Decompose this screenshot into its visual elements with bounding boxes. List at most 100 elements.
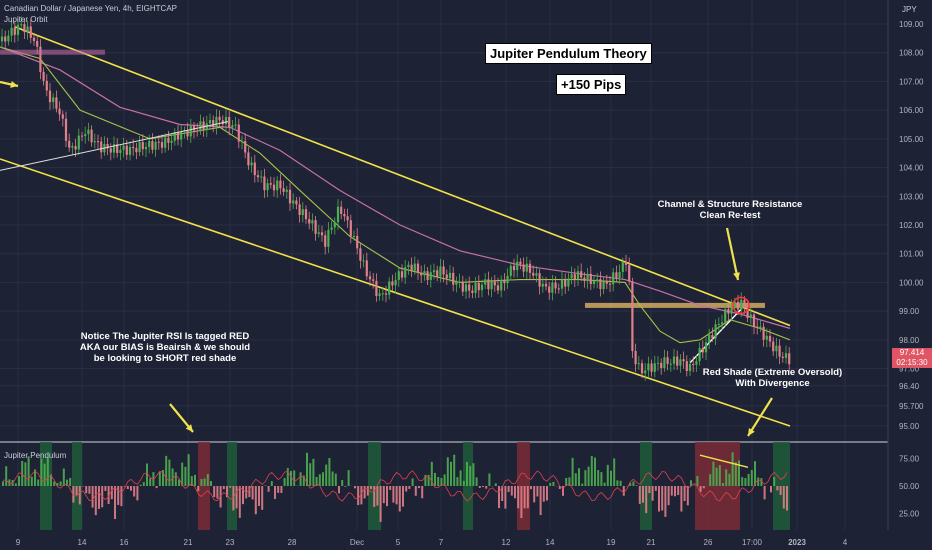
candle-body bbox=[656, 362, 660, 364]
candle-body bbox=[468, 284, 471, 291]
pendulum-bar bbox=[587, 466, 590, 486]
pendulum-bar bbox=[190, 476, 193, 486]
pendulum-bar bbox=[197, 486, 200, 492]
candle-body bbox=[288, 189, 292, 204]
pendulum-bar bbox=[286, 468, 289, 486]
pendulum-bar bbox=[603, 482, 606, 486]
candle-body bbox=[621, 261, 624, 272]
pendulum-bar bbox=[379, 486, 382, 522]
pendulum-bar bbox=[174, 472, 177, 486]
pendulum-bar bbox=[194, 474, 196, 486]
candle-body bbox=[455, 281, 458, 285]
pendulum-bar bbox=[274, 486, 276, 499]
candle-body bbox=[20, 24, 23, 26]
candle-body bbox=[266, 183, 269, 191]
pendulum-bar bbox=[120, 486, 123, 507]
candle-body bbox=[608, 283, 612, 285]
resistance-zone bbox=[585, 302, 765, 308]
oversold-arrow bbox=[747, 397, 773, 437]
top-structure-zone bbox=[0, 49, 105, 55]
price-tick-label: 97.00 bbox=[899, 365, 920, 374]
pendulum-bar bbox=[594, 457, 596, 486]
pendulum-bar bbox=[606, 464, 609, 486]
candle-body bbox=[496, 285, 500, 291]
candle-body bbox=[720, 322, 724, 324]
candle-body bbox=[112, 144, 116, 153]
pendulum-bar bbox=[306, 452, 308, 486]
candle-body bbox=[544, 283, 548, 287]
candle-body bbox=[711, 335, 714, 339]
candle-body bbox=[432, 270, 436, 273]
candle-body bbox=[461, 281, 464, 292]
rsi-arrow-head bbox=[185, 424, 193, 432]
pendulum-bar bbox=[645, 486, 648, 514]
candle-body bbox=[471, 290, 474, 293]
pendulum-bar bbox=[453, 454, 456, 486]
candle-body bbox=[52, 97, 55, 103]
pendulum-bar bbox=[405, 486, 408, 492]
candle-body bbox=[528, 263, 532, 273]
price-tick-label: 104.00 bbox=[899, 164, 924, 173]
pendulum-bar bbox=[222, 486, 225, 490]
candle-body bbox=[490, 281, 493, 290]
pendulum-bar bbox=[494, 483, 497, 486]
pendulum-bar bbox=[610, 470, 612, 486]
candle-body bbox=[48, 90, 52, 103]
pendulum-bar bbox=[686, 486, 689, 506]
pendulum-bar bbox=[315, 476, 318, 486]
candle-body bbox=[13, 27, 16, 35]
pendulum-bar bbox=[709, 474, 712, 486]
candle-body bbox=[647, 363, 650, 371]
date-tick-label: 12 bbox=[502, 538, 511, 547]
pendulum-bar bbox=[184, 466, 187, 486]
candle-body bbox=[151, 140, 154, 150]
candle-body bbox=[314, 220, 317, 234]
candle-body bbox=[68, 140, 71, 148]
pendulum-bar bbox=[542, 486, 545, 502]
pendulum-bar bbox=[414, 486, 417, 496]
candle-body bbox=[695, 361, 698, 365]
pendulum-bar bbox=[584, 470, 587, 486]
candle-body bbox=[42, 71, 45, 81]
pendulum-bar bbox=[347, 470, 350, 486]
pendulum-bar bbox=[581, 483, 584, 486]
candle-body bbox=[557, 288, 560, 290]
candle-body bbox=[29, 26, 32, 38]
pendulum-bar bbox=[619, 480, 622, 486]
pendulum-bar bbox=[501, 486, 504, 502]
pendulum-bar bbox=[270, 481, 273, 486]
candle-body bbox=[500, 279, 503, 291]
pendulum-bar bbox=[590, 456, 593, 486]
candle-body bbox=[128, 146, 132, 155]
candle-body bbox=[384, 293, 388, 295]
candle-body bbox=[759, 326, 762, 329]
pendulum-bar bbox=[392, 486, 395, 503]
candle-body bbox=[247, 152, 250, 166]
candle-body bbox=[698, 348, 701, 362]
candle-body bbox=[39, 46, 42, 72]
pendulum-bar bbox=[139, 484, 142, 486]
pendulum-bar bbox=[654, 486, 657, 491]
candle-body bbox=[157, 141, 160, 143]
pendulum-zone-oversold bbox=[517, 442, 530, 530]
pendulum-bar bbox=[146, 463, 148, 486]
pendulum-bar bbox=[110, 486, 113, 500]
pendulum-bar bbox=[642, 486, 644, 503]
candle-body bbox=[74, 146, 77, 150]
pendulum-bar bbox=[40, 458, 43, 486]
pendulum-bar bbox=[88, 486, 91, 494]
candle-body bbox=[512, 265, 516, 271]
candle-body bbox=[439, 266, 442, 277]
pendulum-bar bbox=[776, 486, 779, 491]
price-tick-label: 102.00 bbox=[899, 221, 924, 230]
pendulum-bar bbox=[443, 474, 446, 486]
pendulum-signal-line bbox=[2, 470, 788, 502]
pendulum-bar bbox=[117, 486, 120, 505]
date-tick-label: 26 bbox=[704, 538, 713, 547]
candle-body bbox=[724, 309, 727, 323]
candle-body bbox=[135, 148, 138, 153]
candle-body bbox=[650, 363, 653, 372]
price-tick-label: 101.00 bbox=[899, 250, 924, 259]
price-tick-label: 106.00 bbox=[899, 106, 924, 115]
pendulum-bar bbox=[702, 486, 705, 489]
